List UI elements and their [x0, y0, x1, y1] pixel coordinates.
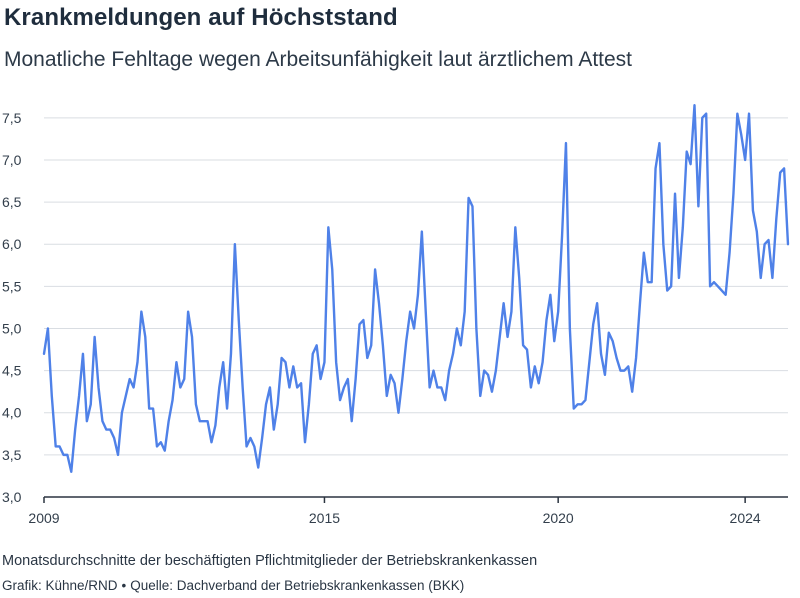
y-tick-label: 3,5 — [2, 447, 22, 463]
chart-credit: Grafik: Kühne/RND • Quelle: Dachverband de… — [2, 578, 464, 593]
x-tick-label: 2009 — [28, 510, 59, 526]
chart-note: Monatsdurchschnitte der beschäftigten Pf… — [2, 553, 538, 569]
y-tick-label: 6,0 — [2, 236, 22, 252]
credit-separator: • — [121, 578, 127, 593]
y-tick-label: 3,0 — [2, 489, 22, 505]
chart-title: Krankmeldungen auf Höchststand — [4, 4, 398, 31]
series-line — [42, 104, 790, 473]
series-layer — [42, 104, 790, 473]
y-tick-label: 4,0 — [2, 405, 22, 421]
gridlines — [44, 117, 788, 456]
axes — [43, 496, 788, 503]
x-tick-label: 2015 — [309, 510, 340, 526]
y-tick-label: 5,0 — [2, 320, 22, 336]
chart-subtitle: Monatliche Fehltage wegen Arbeitsunfähig… — [4, 48, 633, 71]
y-tick-label: 5,5 — [2, 278, 22, 294]
credit-source: Quelle: Dachverband der Betriebskrankenk… — [130, 578, 465, 593]
y-tick-label: 4,5 — [2, 363, 22, 379]
tick-labels: 3,0 3,5 4,0 4,5 5,0 5,5 6,0 6,5 7,0 7,5 2009 2015 20… — [2, 110, 761, 526]
y-tick-label: 7,0 — [2, 152, 22, 168]
y-tick-label: 7,5 — [2, 110, 22, 126]
x-tick-label: 2020 — [543, 510, 574, 526]
credit-graphic: Grafik: Kühne/RND — [2, 578, 118, 593]
x-tick-label: 2024 — [730, 510, 761, 526]
y-tick-label: 6,5 — [2, 194, 22, 210]
